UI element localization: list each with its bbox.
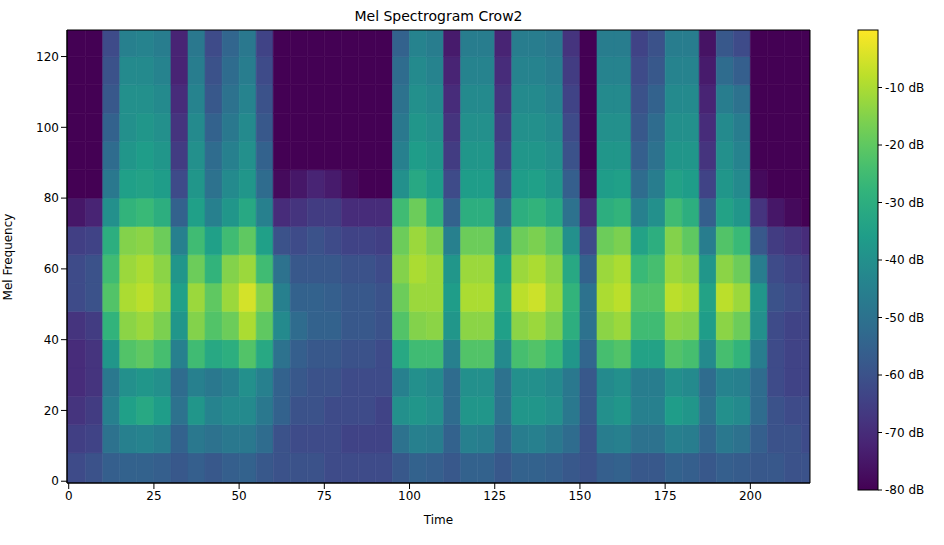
svg-text:-70 dB: -70 dB: [885, 426, 924, 440]
svg-text:-20 dB: -20 dB: [885, 138, 924, 152]
svg-text:120: 120: [36, 50, 59, 64]
svg-text:25: 25: [146, 489, 161, 503]
svg-text:75: 75: [317, 489, 332, 503]
svg-text:80: 80: [44, 191, 59, 205]
html-text:Time: Time: [423, 513, 454, 527]
svg-text:20: 20: [44, 404, 59, 418]
svg-text:40: 40: [44, 333, 59, 347]
svg-text:125: 125: [483, 489, 506, 503]
svg-text:60: 60: [44, 262, 59, 276]
svg-text:-40 dB: -40 dB: [885, 253, 924, 267]
svg-text:100: 100: [398, 489, 421, 503]
svg-text:200: 200: [739, 489, 762, 503]
html-text:Mel Spectrogram Crow2: Mel Spectrogram Crow2: [354, 8, 523, 24]
html-text:Mel Frequency: Mel Frequency: [1, 213, 15, 300]
svg-text:-30 dB: -30 dB: [885, 196, 924, 210]
svg-text:50: 50: [231, 489, 246, 503]
svg-text:-10 dB: -10 dB: [885, 81, 924, 95]
svg-text:100: 100: [36, 121, 59, 135]
svg-text:0: 0: [65, 489, 73, 503]
svg-text:150: 150: [568, 489, 591, 503]
svg-text:0: 0: [51, 474, 59, 488]
svg-text:-60 dB: -60 dB: [885, 368, 924, 382]
svg-text:-50 dB: -50 dB: [885, 311, 924, 325]
svg-text:175: 175: [654, 489, 677, 503]
svg-text:-80 dB: -80 dB: [885, 483, 924, 497]
